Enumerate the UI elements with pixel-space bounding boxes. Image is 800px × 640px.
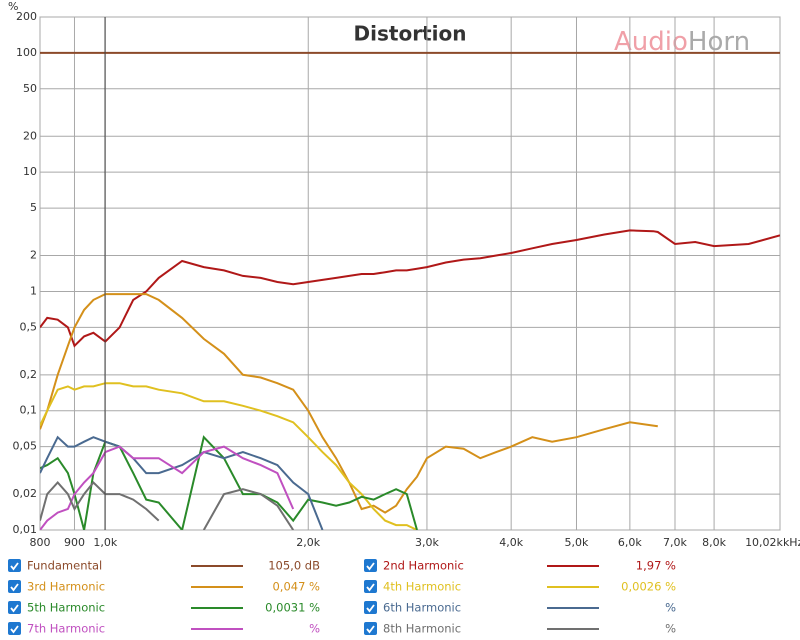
- series-line: [40, 382, 418, 530]
- legend-readout: %: [309, 622, 320, 636]
- y-tick-label: 100: [16, 46, 37, 59]
- legend-label: 3rd Harmonic: [27, 580, 105, 594]
- x-tick-label: 6,0k: [618, 536, 642, 549]
- checkbox-tick: [366, 583, 375, 592]
- legend-item: 6th Harmonic%: [364, 601, 676, 615]
- series-line: [40, 229, 780, 348]
- legend-label: 5th Harmonic: [27, 601, 105, 615]
- checkbox-box: [8, 622, 21, 635]
- y-tick-label: 0,02: [13, 487, 38, 500]
- legend-item: 7th Harmonic%: [8, 622, 320, 636]
- checkbox-tick: [10, 625, 19, 634]
- legend-readout: %: [665, 622, 676, 636]
- brand: AudioHorn: [614, 27, 750, 57]
- checkbox-tick: [366, 604, 375, 613]
- y-tick-label: 10: [23, 165, 37, 178]
- y-tick-label: 0,2: [20, 368, 38, 381]
- plot-area: [39, 16, 781, 531]
- checkbox-box: [364, 580, 377, 593]
- checkbox-tick: [10, 604, 19, 613]
- x-tick-label: 7,0k: [663, 536, 687, 549]
- y-tick-label: 0,01: [13, 523, 38, 536]
- y-unit: %: [8, 0, 18, 13]
- legend-label: 7th Harmonic: [27, 622, 105, 636]
- checkbox-tick: [10, 583, 19, 592]
- y-tick-label: 5: [30, 201, 37, 214]
- y-tick-label: 0,5: [20, 320, 38, 333]
- legend-item: Fundamental 105,0 dB: [8, 559, 320, 573]
- legend-item: 5th Harmonic 0,0031 %: [8, 601, 320, 615]
- legend-readout: 1,97 %: [636, 559, 676, 573]
- series-line: [40, 293, 658, 514]
- legend-label: 2nd Harmonic: [383, 559, 464, 573]
- x-tick-label: 3,0k: [415, 536, 439, 549]
- brand-a: Audio: [614, 27, 688, 57]
- checkbox-box: [364, 622, 377, 635]
- y-tick-label: 50: [23, 82, 37, 95]
- legend-label: Fundamental: [27, 559, 102, 573]
- legend-item: 8th Harmonic%: [364, 622, 676, 636]
- legend-checkbox[interactable]: [364, 559, 377, 572]
- legend-checkbox[interactable]: [8, 559, 21, 572]
- legend-item: 2nd Harmonic 1,97 %: [364, 559, 676, 573]
- brand-b: Horn: [688, 27, 750, 57]
- y-tick-label: 0,1: [20, 404, 38, 417]
- legend-readout: 0,047 %: [272, 580, 320, 594]
- y-tick-label: 20: [23, 129, 37, 142]
- legend-readout: 105,0 dB: [268, 559, 320, 573]
- legend-readout: 0,0026 %: [621, 580, 676, 594]
- legend-checkbox[interactable]: [364, 580, 377, 593]
- legend-item: 3rd Harmonic 0,047 %: [8, 580, 320, 594]
- series-line: [40, 435, 324, 530]
- checkbox-tick: [10, 562, 19, 571]
- legend-label: 4th Harmonic: [383, 580, 461, 594]
- legend-checkbox[interactable]: [8, 601, 21, 614]
- legend-readout: %: [665, 601, 676, 615]
- x-tick-label: 5,0k: [565, 536, 589, 549]
- y-tick-label: 2: [30, 249, 37, 262]
- x-tick-label: 8,0k: [702, 536, 726, 549]
- checkbox-tick: [366, 625, 375, 634]
- x-tick-label: 10,02k: [745, 536, 783, 549]
- legend-readout: 0,0031 %: [265, 601, 320, 615]
- checkbox-box: [8, 601, 21, 614]
- checkbox-tick: [366, 562, 375, 571]
- legend-label: 6th Harmonic: [383, 601, 461, 615]
- y-tick-label: 0,05: [13, 440, 38, 453]
- x-tick-label: 900: [64, 536, 85, 549]
- y-tick-label: 200: [16, 10, 37, 23]
- checkbox-box: [364, 601, 377, 614]
- x-tick-label: 4,0k: [499, 536, 523, 549]
- legend-checkbox[interactable]: [364, 622, 377, 635]
- series-line: [40, 480, 295, 530]
- legend-item: 4th Harmonic 0,0026 %: [364, 580, 676, 594]
- checkbox-box: [8, 580, 21, 593]
- series-line: [40, 445, 295, 530]
- chart-title: Distortion: [354, 22, 467, 46]
- x-tick-label: 2,0k: [296, 536, 320, 549]
- legend-checkbox[interactable]: [8, 622, 21, 635]
- x-unit: kHz: [783, 536, 800, 549]
- legend-checkbox[interactable]: [364, 601, 377, 614]
- x-tick-label: 1,0k: [93, 536, 117, 549]
- legend-label: 8th Harmonic: [383, 622, 461, 636]
- y-tick-label: 1: [30, 284, 37, 297]
- checkbox-box: [8, 559, 21, 572]
- legend-checkbox[interactable]: [8, 580, 21, 593]
- x-tick-label: 800: [30, 536, 51, 549]
- checkbox-box: [364, 559, 377, 572]
